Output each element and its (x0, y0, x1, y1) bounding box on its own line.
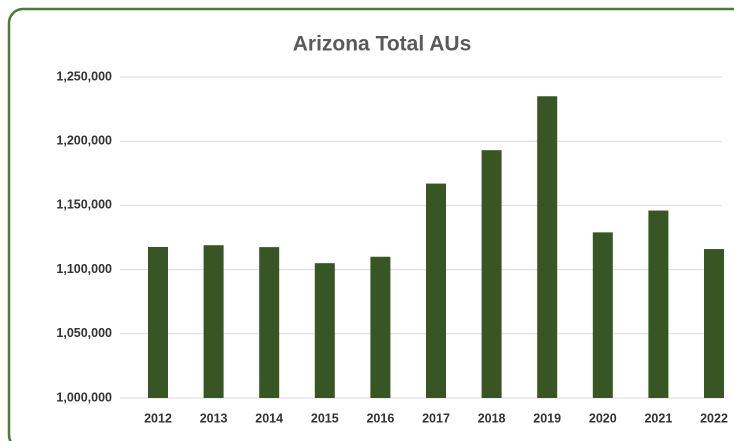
x-tick-label: 2016 (366, 411, 394, 425)
x-tick-label: 2012 (144, 411, 172, 425)
x-tick-label: 2019 (533, 411, 561, 425)
x-tick-label: 2022 (700, 411, 728, 425)
bar (537, 96, 558, 398)
bar (203, 245, 224, 398)
bar (370, 256, 391, 398)
bar (148, 247, 168, 398)
x-tick-label: 2017 (422, 411, 450, 425)
y-tick-label: 1,000,000 (56, 390, 112, 404)
y-tick-label: 1,100,000 (56, 262, 112, 276)
x-tick-label: 2014 (255, 411, 283, 425)
y-tick-label: 1,150,000 (56, 198, 112, 212)
bar (592, 232, 613, 398)
x-tick-label: 2021 (644, 411, 672, 425)
y-tick-label: 1,200,000 (56, 133, 112, 147)
bar (648, 210, 669, 398)
bar (426, 183, 446, 398)
bar (481, 150, 502, 398)
bar (314, 263, 335, 398)
x-tick-label: 2018 (478, 411, 506, 425)
x-tick-label: 2013 (200, 411, 228, 425)
y-tick-label: 1,050,000 (56, 326, 112, 340)
bar (259, 247, 280, 398)
chart-title: Arizona Total AUs (293, 33, 472, 56)
bar (704, 249, 724, 398)
y-tick-label: 1,250,000 (56, 69, 112, 83)
x-tick-label: 2020 (589, 411, 617, 425)
x-tick-label: 2015 (311, 411, 339, 425)
